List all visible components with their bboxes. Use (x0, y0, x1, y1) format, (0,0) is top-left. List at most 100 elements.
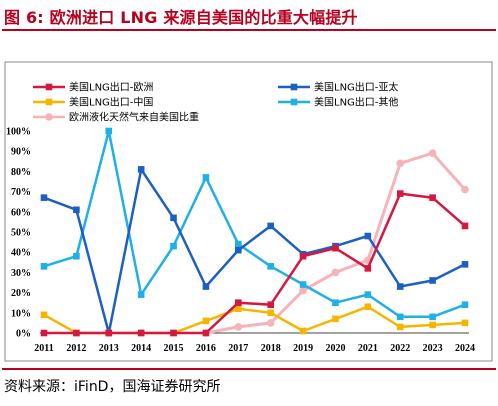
legend-marker (45, 83, 53, 91)
y-tick-label: 50% (11, 228, 31, 239)
y-tick-label: 80% (11, 167, 31, 178)
data-point (364, 232, 372, 240)
data-point (332, 315, 339, 323)
data-point (429, 313, 436, 321)
series-5 (202, 149, 469, 337)
data-point (396, 283, 404, 290)
x-tick-label: 2018 (261, 343, 281, 354)
data-point (137, 166, 145, 173)
figure-title: 图 6: 欧洲进口 LNG 来源自美国的比重大幅提升 (4, 8, 358, 27)
data-point (73, 206, 80, 214)
series-4 (40, 127, 469, 321)
data-point (396, 313, 404, 321)
x-tick-label: 2011 (34, 343, 53, 354)
source-note: 资料来源：iFinD，国海证券研究所 (4, 379, 221, 395)
y-tick-label: 90% (11, 147, 31, 158)
legend-label: 美国LNG出口-欧洲 (69, 81, 153, 94)
data-point (170, 214, 177, 222)
x-tick-label: 2022 (390, 343, 410, 354)
x-tick-label: 2013 (99, 343, 119, 354)
data-point (428, 149, 437, 158)
legend-item: 美国LNG出口-其他 (278, 96, 398, 109)
data-point (202, 317, 210, 325)
data-point (364, 303, 372, 311)
data-point (396, 159, 405, 168)
legend-marker (290, 83, 298, 91)
legend-label: 美国LNG出口-中国 (69, 96, 153, 109)
data-point (266, 319, 275, 327)
data-point (299, 281, 307, 288)
data-point (429, 277, 436, 284)
y-tick-label: 100% (6, 127, 31, 138)
legend-item: 美国LNG出口-欧洲 (33, 81, 153, 94)
x-tick-label: 2024 (455, 343, 475, 354)
x-tick-label: 2021 (358, 343, 378, 354)
series-line (44, 192, 466, 335)
data-point (299, 286, 307, 295)
data-point (461, 319, 469, 327)
data-point (461, 261, 469, 268)
data-point (234, 323, 243, 331)
data-point (105, 127, 113, 135)
data-point (40, 311, 48, 319)
legend-label: 美国LNG出口-亚太 (314, 81, 398, 94)
data-point (332, 244, 339, 252)
data-point (461, 301, 469, 309)
y-tick-label: 0% (16, 329, 31, 340)
data-point (332, 299, 339, 306)
series-1 (40, 190, 469, 337)
data-point (40, 329, 48, 337)
data-point (170, 242, 177, 250)
data-point (235, 305, 242, 313)
data-point (170, 329, 177, 337)
data-point (73, 329, 80, 337)
data-point (299, 252, 307, 260)
data-point (429, 321, 436, 329)
chart-axes: 0% 10% 20% 30% 40% 50% 60% 70% 80% 90% 100% 2011 201… (6, 127, 475, 355)
data-point (235, 240, 242, 248)
data-point (137, 329, 145, 337)
legend-item: 欧洲液化天然气来自美国比重 (33, 111, 199, 124)
y-tick-label: 20% (11, 288, 31, 299)
data-point (364, 265, 372, 272)
y-tick-label: 70% (11, 187, 31, 198)
data-point (40, 194, 48, 201)
x-tick-label: 2017 (228, 343, 248, 354)
data-point (202, 174, 210, 181)
data-point (461, 185, 469, 194)
data-point (202, 283, 210, 290)
y-tick-label: 60% (11, 207, 31, 218)
data-point (202, 329, 210, 337)
data-point (267, 309, 274, 317)
data-point (461, 222, 469, 230)
series-line (43, 129, 466, 319)
data-point (396, 323, 404, 331)
x-tick-label: 2012 (66, 343, 86, 354)
data-point (331, 268, 340, 277)
data-point (73, 252, 80, 260)
data-point (396, 190, 404, 197)
x-tick-label: 2015 (164, 343, 184, 354)
legend-label: 美国LNG出口-其他 (314, 96, 398, 109)
data-point (137, 291, 145, 298)
data-point (299, 327, 307, 335)
data-point (267, 301, 274, 309)
legend-item: 美国LNG出口-亚太 (278, 81, 398, 94)
x-tick-label: 2023 (423, 343, 443, 354)
title-rule (2, 29, 496, 31)
data-point (235, 299, 242, 306)
series-line (43, 168, 466, 335)
chart-series (40, 127, 469, 337)
legend-label: 欧洲液化天然气来自美国比重 (69, 111, 199, 124)
data-point (429, 194, 436, 201)
y-tick-label: 40% (11, 248, 31, 259)
data-point (267, 263, 274, 270)
y-tick-label: 10% (11, 308, 31, 319)
data-point (267, 222, 274, 230)
source-rule (2, 368, 496, 370)
plot-frame (4, 61, 493, 362)
legend-marker (45, 98, 53, 106)
x-tick-label: 2019 (293, 343, 313, 354)
